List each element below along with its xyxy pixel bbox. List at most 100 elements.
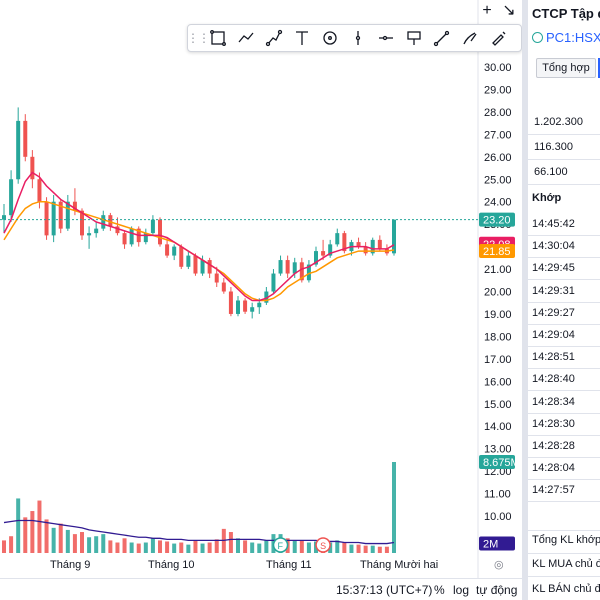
trade-time: 14:29:45 — [532, 262, 575, 275]
price-chart[interactable]: 30.0029.0028.0027.0026.0025.0024.0023.00… — [0, 0, 522, 578]
ticker-symbol[interactable]: PC1:HSX — [532, 30, 600, 45]
grip-icon[interactable]: ⋮⋮ — [187, 31, 210, 45]
text-icon[interactable] — [288, 25, 316, 51]
candle — [285, 255, 290, 279]
volume-bar — [264, 540, 269, 553]
candle-body — [335, 233, 340, 245]
volume-bar — [228, 532, 233, 553]
candle — [136, 226, 141, 247]
tab-next-indicator[interactable] — [598, 58, 600, 78]
candle — [278, 255, 283, 276]
brush-icon[interactable] — [428, 25, 456, 51]
candle — [200, 255, 205, 276]
clock-text: 15:37:13 (UTC+7) — [336, 583, 433, 597]
volume-bar — [108, 540, 113, 553]
price-tick-label: 18.00 — [484, 331, 512, 343]
volume-badge-text: 8.675M — [483, 457, 520, 469]
paint-bucket-icon[interactable] — [484, 25, 512, 51]
candle-body — [306, 264, 311, 281]
ma-slow-badge: 21.85 — [479, 243, 515, 258]
callout-icon[interactable] — [400, 25, 428, 51]
volume-bar — [335, 540, 340, 553]
candle-body — [30, 156, 35, 180]
candle — [172, 244, 177, 261]
candle-body — [257, 302, 262, 308]
divider — [528, 479, 600, 481]
auto-scale-button[interactable]: tự động — [476, 583, 518, 597]
candle-body — [292, 262, 297, 274]
volume-bar — [299, 540, 304, 553]
volume-bar — [94, 536, 99, 553]
time-tick-label: Tháng 9 — [50, 559, 90, 571]
volume-bar — [257, 543, 262, 553]
trade-time: 14:30:04 — [532, 240, 575, 253]
price-axis[interactable]: 30.0029.0028.0027.0026.0025.0024.0023.00… — [479, 62, 520, 571]
volume-bar — [143, 542, 148, 553]
volume-bar — [115, 542, 120, 553]
candle — [306, 260, 311, 283]
log-scale-button[interactable]: log — [453, 583, 470, 597]
candle-body — [58, 201, 63, 229]
divider — [528, 501, 600, 503]
volume-bar — [150, 538, 155, 553]
volume-ma-badge: 2M — [479, 536, 515, 551]
path-icon[interactable] — [260, 25, 288, 51]
candle — [186, 251, 191, 270]
divider — [528, 412, 600, 414]
candle — [214, 266, 219, 288]
volume-bar — [23, 517, 28, 553]
trade-time: 14:28:04 — [532, 462, 575, 475]
candle — [158, 217, 162, 247]
price-tick-label: 20.00 — [484, 287, 512, 299]
rectangle-icon[interactable] — [204, 25, 232, 51]
candles — [2, 107, 396, 319]
event-marker: F — [272, 537, 289, 553]
volume-bar — [16, 498, 21, 553]
candle — [23, 114, 28, 162]
price-tick-label: 29.00 — [484, 84, 512, 96]
circle-icon[interactable] — [316, 25, 344, 51]
candle — [2, 203, 6, 234]
candle — [9, 170, 14, 222]
volume-bar — [87, 537, 92, 553]
volume-bar — [129, 542, 134, 553]
time-tick-label: Tháng 11 — [266, 559, 312, 571]
price-tick-label: 19.00 — [484, 309, 512, 321]
candle — [193, 253, 198, 276]
highlighter-icon[interactable] — [456, 25, 484, 51]
volume-bar — [172, 543, 177, 553]
price-tick-label: 27.00 — [484, 129, 512, 141]
collapse-icon[interactable]: ↘ — [502, 2, 516, 19]
candle-body — [321, 251, 326, 256]
pane-divider[interactable] — [522, 0, 528, 600]
add-icon[interactable]: + — [482, 2, 492, 19]
chart-pane[interactable]: 30.0029.0028.0027.0026.0025.0024.0023.00… — [0, 0, 522, 600]
horizontal-ray-icon[interactable] — [372, 25, 400, 51]
tab-summary[interactable]: Tổng hợp — [536, 58, 596, 78]
last-price-badge-text: 23.20 — [483, 215, 511, 227]
trend-path-icon[interactable] — [232, 25, 260, 51]
candle — [44, 197, 49, 240]
percent-scale-button[interactable]: % — [434, 583, 445, 597]
candle-body — [158, 219, 162, 245]
trade-time: 14:28:51 — [532, 351, 575, 364]
candle-body — [243, 300, 248, 312]
divider — [528, 235, 600, 236]
time-axis[interactable]: Tháng 9 Tháng 10 Tháng 11 Tháng Mười hai — [50, 559, 438, 571]
ma-fast-line — [3, 171, 395, 302]
candle — [236, 295, 240, 317]
volume-bar — [80, 532, 84, 553]
candle-body — [278, 260, 283, 274]
candle — [65, 194, 70, 231]
price-tick-label: 28.00 — [484, 107, 512, 119]
candle — [314, 246, 318, 267]
volume-bar — [349, 544, 354, 553]
candle-body — [115, 226, 120, 234]
candle-body — [37, 179, 42, 202]
volume-bars — [2, 462, 396, 553]
candle-body — [221, 282, 226, 292]
vertical-line-icon[interactable] — [344, 25, 372, 51]
volume-bar — [356, 544, 361, 553]
divider — [528, 576, 600, 577]
